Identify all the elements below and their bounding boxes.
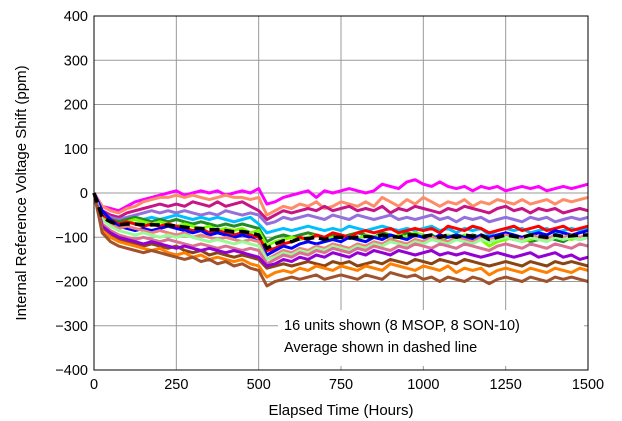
series-line-13 [92,192,589,270]
series-line-16 [92,192,589,288]
x-tick-label: 750 [329,377,353,393]
series-line-14 [92,192,589,268]
x-tick-label: 250 [164,377,188,393]
y-tick-label: 200 [64,98,88,114]
series-line-12 [92,192,589,266]
y-tick-label: 300 [64,53,88,69]
series-line-9 [92,192,589,257]
x-tick-label: 1500 [572,377,604,393]
x-tick-label: 1000 [407,377,439,393]
x-tick-label: 1250 [490,377,522,393]
series-line-average [92,192,588,251]
series-line-10 [92,192,589,261]
y-tick-label: 0 [80,186,88,202]
series-line-8 [92,192,589,252]
y-tick-label: 400 [64,9,88,25]
x-tick-label: 500 [247,377,271,393]
series-line-3 [92,192,589,221]
y-tick-label: 100 [64,142,88,158]
y-tick-label: −200 [55,275,88,291]
annotation-box [278,310,584,366]
tick-labels: 0 250 500 750 1000 1250 15004003002001000−100−… [55,9,604,393]
series-line-1 [92,178,589,213]
series-line-2 [92,192,589,217]
y-tick-label: −400 [55,363,88,379]
series-line-11 [92,192,589,261]
y-axis-title: Internal Reference Voltage Shift (ppm) [13,65,30,320]
series-layer [92,178,589,288]
annotation-average: Average shown in dashed line [284,340,477,356]
plot-frame [93,15,589,371]
x-tick-label: 0 [90,377,98,393]
series-line-4 [92,192,589,226]
y-tick-label: −100 [55,230,88,246]
x-axis-title: Elapsed Time (Hours) [268,402,413,419]
series-line-15 [92,192,589,279]
annotation-units: 16 units shown (8 MSOP, 8 SON-10) [284,318,520,334]
y-tick-label: −300 [55,319,88,335]
